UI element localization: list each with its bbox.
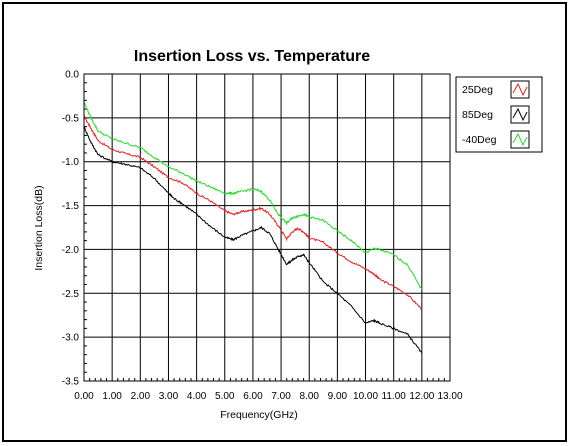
y-tick-label: 0.0 bbox=[65, 70, 79, 81]
plot-area bbox=[83, 73, 451, 382]
x-tick-label: 10.00 bbox=[353, 391, 378, 402]
legend-label: -40Deg bbox=[462, 134, 497, 146]
x-tick-label: 1.00 bbox=[102, 391, 122, 402]
y-tick-label: -2.5 bbox=[62, 289, 80, 300]
x-tick-labels: 0.00 1.00 2.00 3.00 4.00 5.00 6.00 7.00 8.00 9.00… bbox=[74, 391, 463, 402]
series-line--40Deg bbox=[83, 101, 423, 290]
x-tick-label: 3.00 bbox=[159, 391, 179, 402]
y-axis-label: Insertion Loss(dB) bbox=[33, 185, 45, 270]
y-tick-label: -0.5 bbox=[62, 113, 80, 124]
y-tick-label: -2.0 bbox=[62, 245, 80, 256]
y-tick-label: -1.5 bbox=[62, 201, 80, 212]
series-line-85Deg bbox=[83, 126, 423, 354]
x-tick-label: 13.00 bbox=[437, 391, 462, 402]
chart-title: Insertion Loss vs. Temperature bbox=[134, 48, 370, 65]
x-tick-label: 6.00 bbox=[243, 391, 263, 402]
series-line-25Deg bbox=[83, 115, 422, 310]
y-tick-label: -3.5 bbox=[62, 377, 80, 388]
x-tick-label: 8.00 bbox=[299, 391, 319, 402]
y-tick-label: -3.0 bbox=[62, 333, 80, 344]
legend-label: 25Deg bbox=[462, 84, 493, 96]
x-tick-label: 4.00 bbox=[187, 391, 207, 402]
x-tick-label: 7.00 bbox=[271, 391, 291, 402]
chart: Insertion Loss vs. Temperature 0.00 1.00 2… bbox=[33, 48, 543, 421]
grid bbox=[84, 74, 450, 381]
legend: 25Deg 85Deg -40Deg bbox=[455, 76, 543, 153]
x-tick-label: 0.00 bbox=[74, 391, 94, 402]
y-tick-labels: 0.0 -0.5 -1.0 -1.5 -2.0 -2.5 -3.0 -3.5 bbox=[62, 70, 80, 388]
x-tick-label: 9.00 bbox=[328, 391, 348, 402]
x-axis-label: Frequency(GHz) bbox=[220, 409, 298, 421]
legend-line-sample bbox=[512, 132, 528, 147]
x-tick-label: 11.00 bbox=[382, 391, 407, 402]
x-tick-label: 12.00 bbox=[409, 391, 434, 402]
chart-window: Insertion Loss vs. Temperature 0.00 1.00 2… bbox=[2, 2, 567, 442]
legend-line-sample bbox=[512, 107, 528, 122]
y-tick-label: -1.0 bbox=[62, 157, 80, 168]
x-tick-label: 2.00 bbox=[131, 391, 151, 402]
x-tick-label: 5.00 bbox=[215, 391, 235, 402]
legend-line-sample bbox=[512, 82, 528, 97]
series-lines bbox=[83, 101, 423, 354]
legend-label: 85Deg bbox=[462, 109, 493, 121]
